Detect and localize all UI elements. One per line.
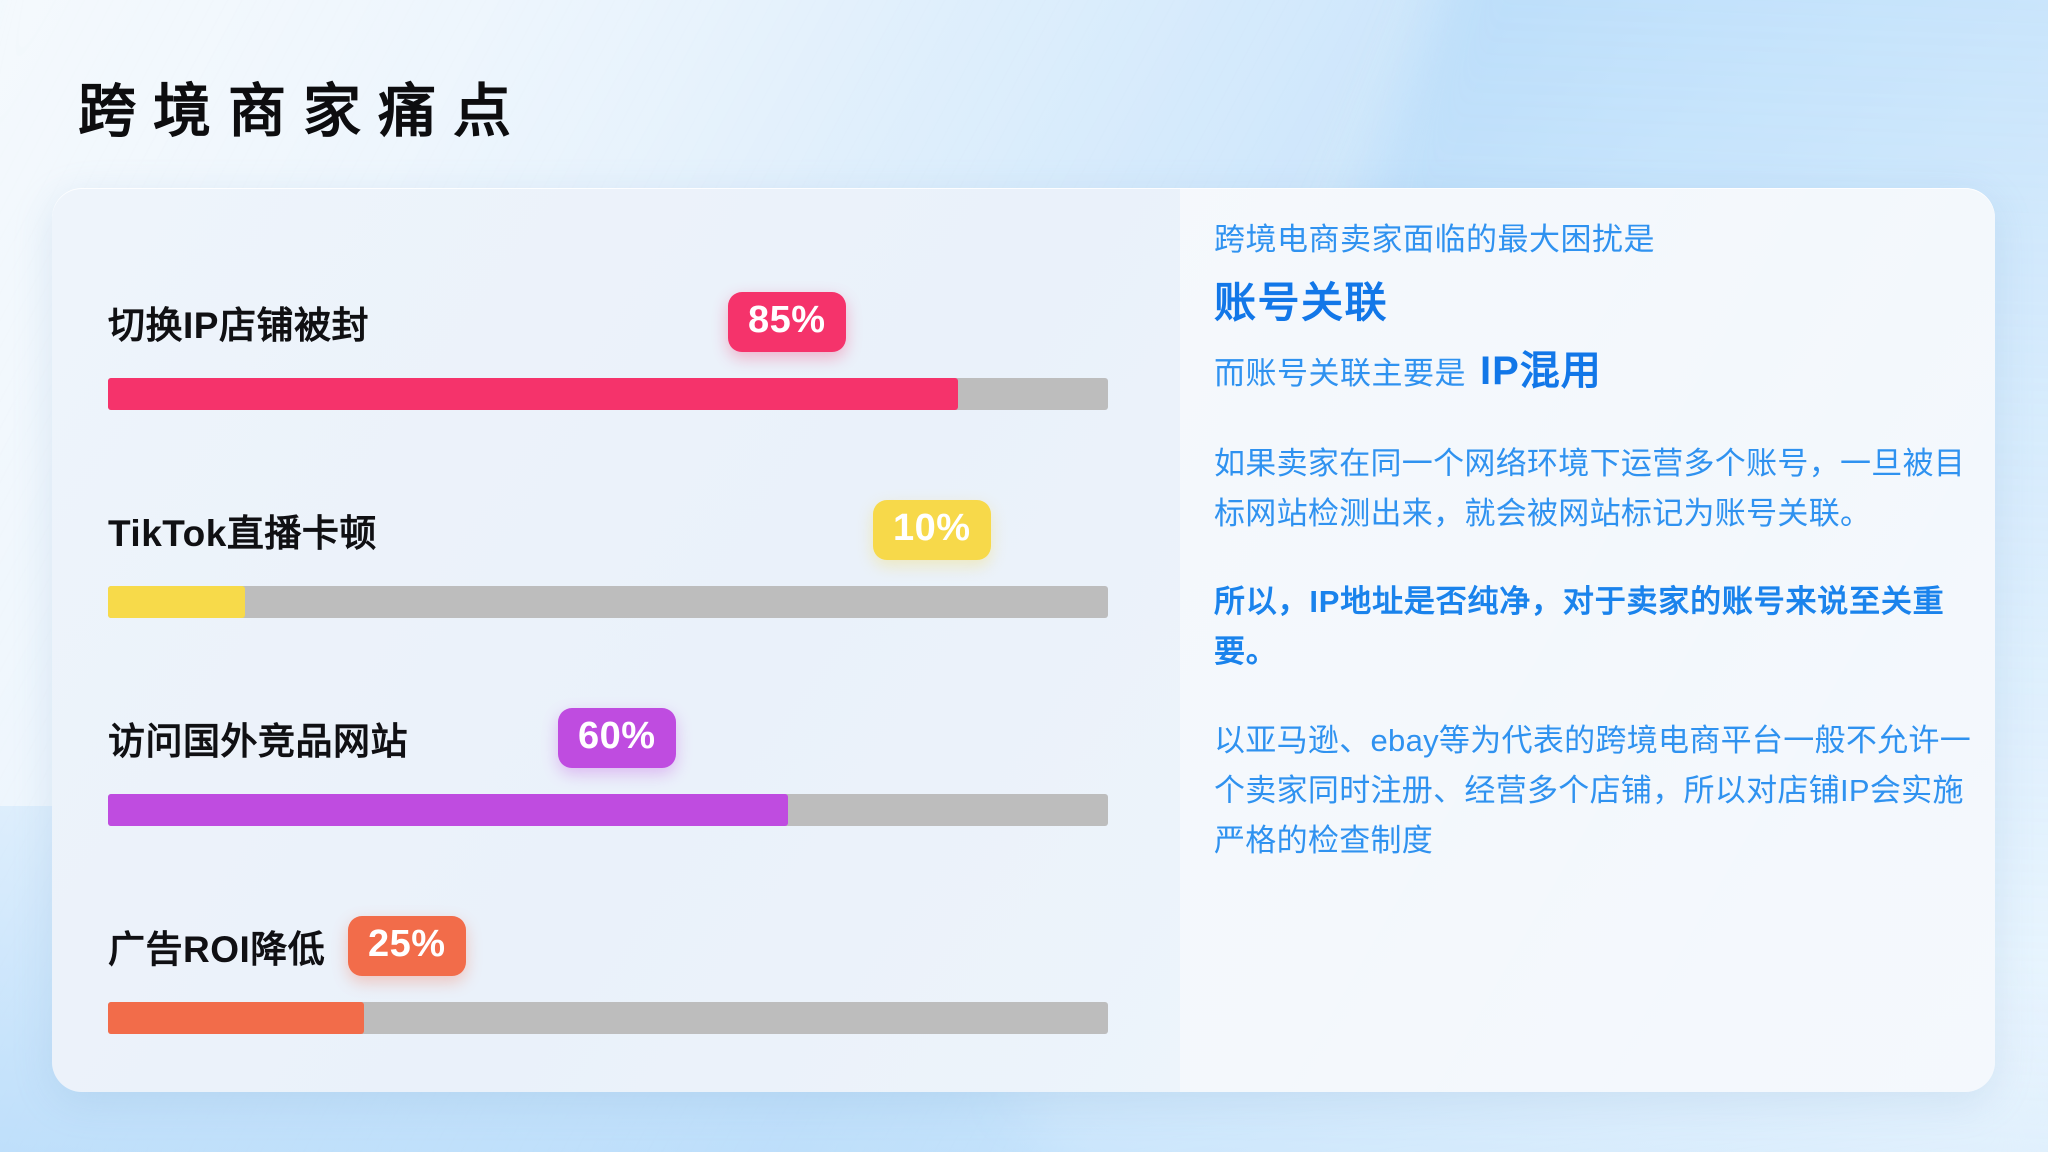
bar-label: 访问国外竞品网站	[108, 721, 408, 762]
chart-row: TikTok直播卡顿 10%	[108, 480, 1108, 688]
chart-row: 切换IP店铺被封 85%	[108, 272, 1108, 480]
copy-inline-row: 而账号关联主要是 IP混用	[1214, 341, 1974, 401]
copy-inline-prefix: 而账号关联主要是	[1214, 355, 1466, 391]
bar-value-badge: 85%	[728, 292, 846, 352]
bar-track	[108, 586, 1108, 618]
copy-paragraph-3: 以亚马逊、ebay等为代表的跨境电商平台一般不允许一个卖家同时注册、经营多个店铺…	[1214, 722, 1972, 858]
bar-fill	[108, 1002, 364, 1034]
chart-row-header: 广告ROI降低 25%	[108, 896, 1108, 996]
bar-fill	[108, 586, 245, 618]
bar-value-badge: 10%	[873, 500, 991, 560]
pain-point-bar-chart: 切换IP店铺被封 85% TikTok直播卡顿 10% 访问国外竞品网站 60% 广告ROI…	[108, 272, 1108, 1092]
bar-label: TikTok直播卡顿	[108, 513, 377, 554]
bar-track	[108, 1002, 1108, 1034]
content-card: 切换IP店铺被封 85% TikTok直播卡顿 10% 访问国外竞品网站 60% 广告ROI…	[52, 188, 1995, 1092]
bar-value-badge: 25%	[348, 916, 466, 976]
bar-fill	[108, 378, 958, 410]
bar-track	[108, 378, 1108, 410]
copy-highlight: 账号关联	[1214, 279, 1389, 327]
card-right-panel-background	[1180, 188, 1995, 1092]
chart-row-header: TikTok直播卡顿 10%	[108, 480, 1108, 580]
copy-paragraph-2: 所以，IP地址是否纯净，对于卖家的账号来说至关重要。	[1214, 584, 1945, 670]
bar-label: 切换IP店铺被封	[108, 305, 369, 346]
chart-row: 访问国外竞品网站 60%	[108, 688, 1108, 896]
bar-track	[108, 794, 1108, 826]
chart-row-header: 切换IP店铺被封 85%	[108, 272, 1108, 372]
copy-inline-strong: IP混用	[1480, 348, 1602, 393]
bar-label: 广告ROI降低	[108, 929, 326, 970]
explanation-panel: 跨境电商卖家面临的最大困扰是 账号关联 而账号关联主要是 IP混用 如果卖家在同…	[1214, 216, 1974, 866]
bar-value-badge: 60%	[558, 708, 676, 768]
chart-row: 广告ROI降低 25%	[108, 896, 1108, 1092]
copy-lead: 跨境电商卖家面临的最大困扰是	[1214, 222, 1655, 257]
chart-row-header: 访问国外竞品网站 60%	[108, 688, 1108, 788]
page-title: 跨境商家痛点	[78, 79, 529, 144]
copy-paragraph-1: 如果卖家在同一个网络环境下运营多个账号，一旦被目标网站检测出来，就会被网站标记为…	[1214, 445, 1966, 531]
bar-fill	[108, 794, 788, 826]
